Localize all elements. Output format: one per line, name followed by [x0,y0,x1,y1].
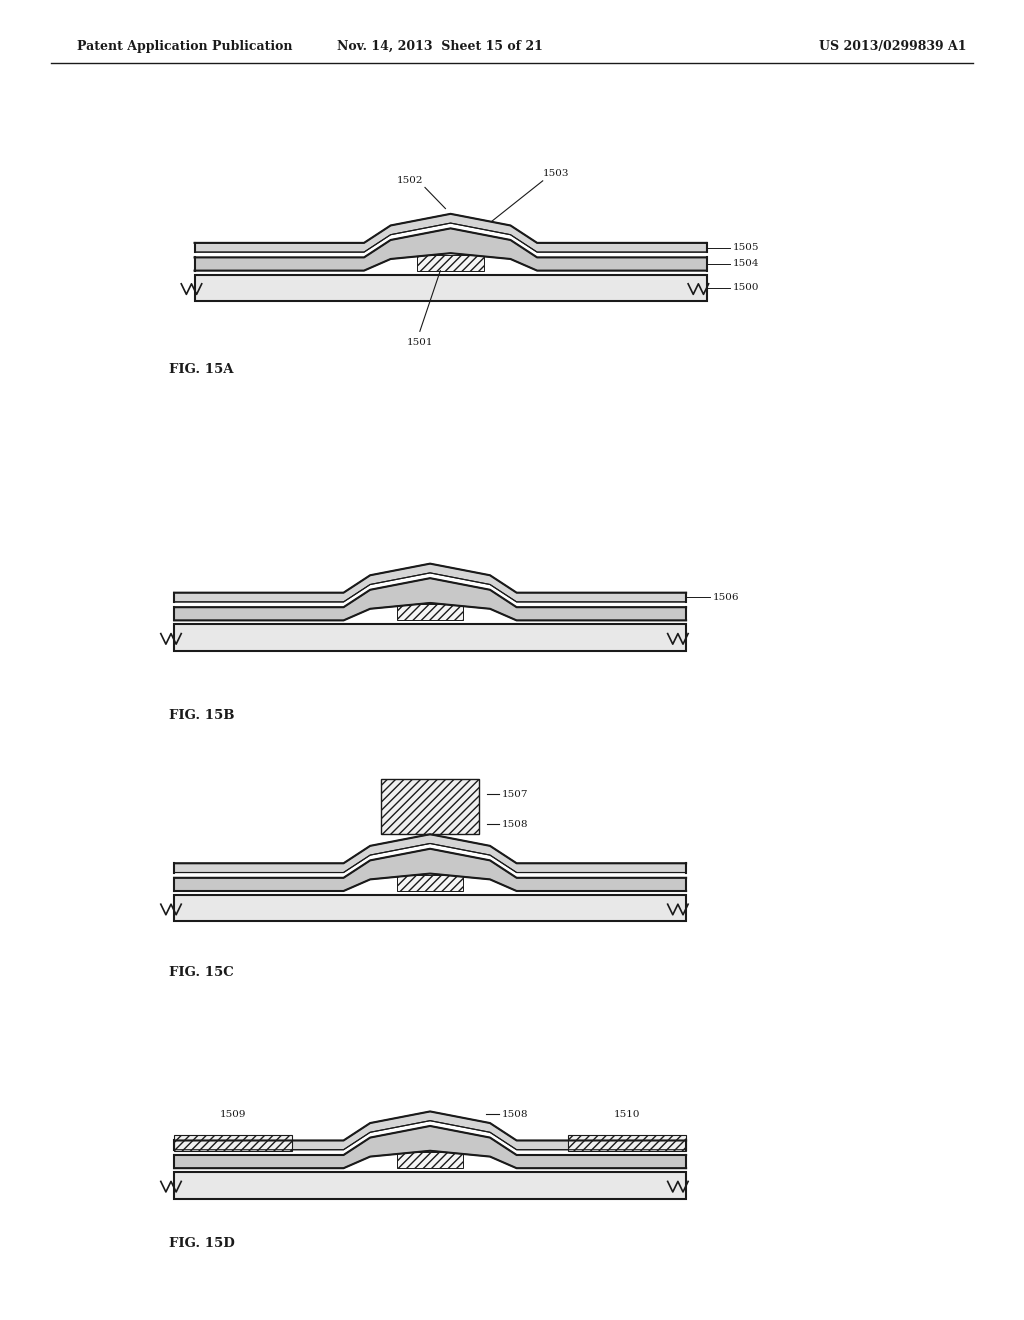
FancyBboxPatch shape [396,605,463,620]
Text: US 2013/0299839 A1: US 2013/0299839 A1 [819,40,967,53]
FancyBboxPatch shape [568,1135,686,1151]
Text: FIG. 15C: FIG. 15C [169,966,233,979]
FancyBboxPatch shape [381,779,479,834]
Text: 1510: 1510 [614,1110,640,1119]
Polygon shape [174,564,686,602]
Text: FIG. 15D: FIG. 15D [169,1237,234,1250]
Text: 1504: 1504 [733,260,760,268]
Text: 1502: 1502 [396,176,423,185]
Text: Nov. 14, 2013  Sheet 15 of 21: Nov. 14, 2013 Sheet 15 of 21 [337,40,544,53]
Text: 1506: 1506 [713,593,739,602]
Text: 1507: 1507 [502,789,528,799]
Text: FIG. 15B: FIG. 15B [169,709,234,722]
Text: Patent Application Publication: Patent Application Publication [77,40,292,53]
Text: 1500: 1500 [733,284,760,292]
Bar [174,1172,686,1199]
FancyBboxPatch shape [418,255,483,271]
Polygon shape [174,849,686,891]
Polygon shape [195,228,707,271]
FancyBboxPatch shape [174,1135,292,1151]
Polygon shape [195,214,707,252]
Bar [195,275,707,301]
Text: 1509: 1509 [220,1110,246,1119]
Text: 1508: 1508 [502,1110,528,1119]
Polygon shape [174,1126,686,1168]
Text: 1501: 1501 [407,338,433,347]
Polygon shape [174,578,686,620]
FancyBboxPatch shape [396,1152,463,1168]
Bar [174,624,686,651]
Polygon shape [174,1111,686,1150]
Bar [174,895,686,921]
Text: 1503: 1503 [543,169,569,178]
Text: FIG. 15A: FIG. 15A [169,363,233,376]
Polygon shape [174,834,686,873]
FancyBboxPatch shape [396,875,463,891]
Text: 1505: 1505 [733,243,760,252]
Text: 1508: 1508 [502,820,528,829]
